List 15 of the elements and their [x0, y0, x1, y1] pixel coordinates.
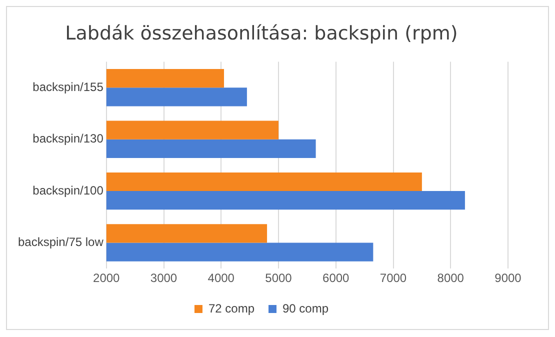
legend-label: 72 comp — [208, 301, 255, 316]
x-tick-label: 7000 — [380, 271, 407, 286]
y-tick-label: backspin/100 — [32, 183, 104, 198]
y-tick-label: backspin/130 — [32, 132, 104, 146]
x-tick-label: 4000 — [208, 271, 235, 286]
x-tick-label: 3000 — [150, 271, 178, 286]
x-tick-label: 6000 — [322, 271, 350, 286]
x-tick-label: 5000 — [265, 271, 292, 286]
x-tick-label: 2000 — [93, 271, 120, 286]
x-tick-label: 9000 — [494, 271, 522, 286]
y-tick-label: backspin/155 — [32, 80, 104, 94]
chart-title: Labdák összehasonlítása: backspin (rpm) — [65, 22, 458, 44]
x-tick-label: 8000 — [437, 271, 464, 286]
legend-label: 90 comp — [282, 301, 329, 316]
y-tick-label: backspin/75 low — [18, 235, 104, 250]
